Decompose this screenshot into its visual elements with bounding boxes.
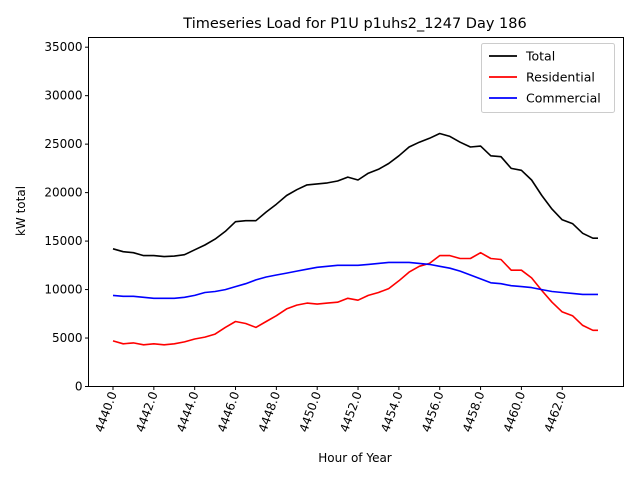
- y-tick-label: 0: [75, 380, 83, 394]
- legend-label-commercial: Commercial: [526, 91, 601, 106]
- y-tick-label: 15000: [44, 234, 82, 248]
- x-tick-label: 4462.0: [542, 390, 570, 434]
- series-line-commercial: [112, 261, 598, 300]
- x-tick-label: 4444.0: [174, 390, 202, 434]
- y-tick-label: 5000: [52, 331, 83, 345]
- y-tick-label: 35000: [44, 40, 82, 54]
- legend-box: [481, 43, 615, 113]
- x-tick-label: 4448.0: [256, 390, 284, 434]
- legend-label-total: Total: [525, 49, 555, 64]
- series-line-total: [112, 132, 598, 258]
- x-tick-label: 4440.0: [92, 390, 120, 434]
- y-tick-label: 30000: [44, 89, 82, 103]
- y-tick-label: 20000: [44, 186, 82, 200]
- x-tick-label: 4446.0: [215, 390, 243, 434]
- plot-area-frame: [88, 37, 624, 387]
- x-tick-label: 4460.0: [501, 390, 529, 434]
- x-tick-label: 4456.0: [419, 390, 447, 434]
- x-tick-label: 4452.0: [337, 390, 365, 434]
- x-tick-label: 4454.0: [378, 390, 406, 434]
- chart-title: Timeseries Load for P1U p1uhs2_1247 Day …: [182, 16, 526, 32]
- x-axis-label: Hour of Year: [318, 451, 392, 465]
- x-tick-label: 4450.0: [297, 390, 325, 434]
- legend-label-residential: Residential: [526, 70, 595, 85]
- x-tick-label: 4442.0: [133, 390, 161, 434]
- y-tick-label: 25000: [44, 137, 82, 151]
- legend: Total Residential Commercial: [481, 43, 615, 113]
- y-axis-label: kW total: [14, 186, 28, 236]
- y-tick-label: 10000: [44, 283, 82, 297]
- x-tick-label: 4458.0: [460, 390, 488, 434]
- series-line-residential: [112, 251, 598, 346]
